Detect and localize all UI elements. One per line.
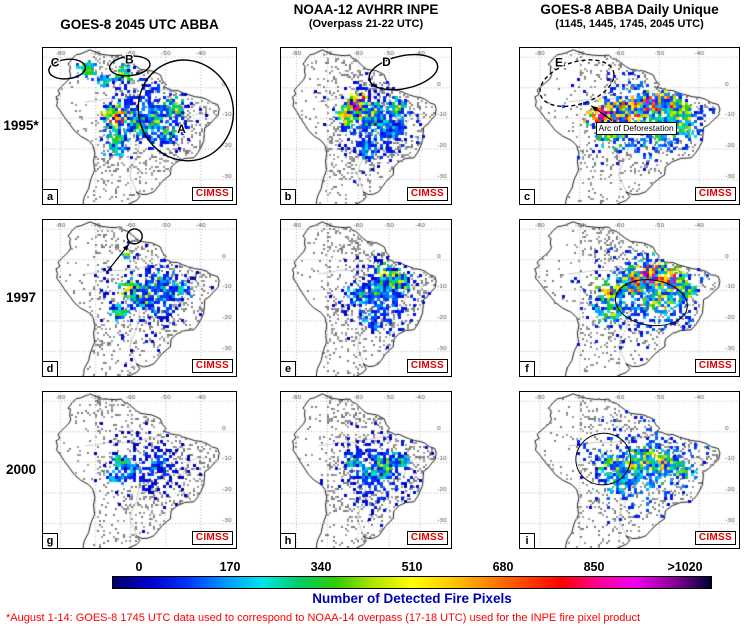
map-canvas-i <box>520 392 739 548</box>
panel-letter-c: c <box>520 189 535 204</box>
colorbar-tick-0: 0 <box>135 560 143 574</box>
cimss-badge: CIMSS <box>191 359 233 373</box>
cimss-badge: CIMSS <box>694 187 736 201</box>
map-panel-g: g CIMSS <box>42 391 237 549</box>
panel-letter-e: e <box>281 361 296 376</box>
row-label-2000: 2000 <box>5 462 37 477</box>
column-subtitle: (Overpass 21-22 UTC) <box>308 18 424 30</box>
column-header-goes-daily: GOES-8 ABBA Daily Unique (1145, 1445, 17… <box>519 2 740 46</box>
map-canvas-g <box>43 392 236 548</box>
column-subtitle: (1145, 1445, 1745, 2045 UTC) <box>555 18 704 30</box>
panel-letter-b: b <box>281 189 296 204</box>
arc-of-deforestation-label: Arc of Deforestation <box>595 122 677 136</box>
map-canvas-e <box>281 220 451 376</box>
cimss-badge: CIMSS <box>406 187 448 201</box>
cimss-badge: CIMSS <box>694 359 736 373</box>
column-title: GOES-8 2045 UTC ABBA <box>60 17 219 32</box>
row-label-1997: 1997 <box>5 290 37 305</box>
panel-letter-g: g <box>43 533 58 548</box>
column-title: GOES-8 ABBA Daily Unique <box>540 2 719 17</box>
map-canvas-b <box>281 48 451 204</box>
map-canvas-h <box>281 392 451 548</box>
colorbar-tick-4: 680 <box>492 560 514 574</box>
panel-letter-a: a <box>43 189 58 204</box>
column-header-goes-abba: GOES-8 2045 UTC ABBA <box>42 2 237 46</box>
footnote: *August 1-14: GOES-8 1745 UTC data used … <box>6 612 641 624</box>
panel-letter-f: f <box>520 361 535 376</box>
cimss-badge: CIMSS <box>191 187 233 201</box>
cimss-badge: CIMSS <box>406 531 448 545</box>
column-header-noaa-inpe: NOAA-12 AVHRR INPE (Overpass 21-22 UTC) <box>280 2 452 46</box>
colorbar-tick-3: 510 <box>401 560 423 574</box>
map-panel-h: h CIMSS <box>280 391 452 549</box>
cimss-badge: CIMSS <box>406 359 448 373</box>
map-canvas-d <box>43 220 236 376</box>
colorbar-tick-5: 850 <box>583 560 605 574</box>
row-label-1995: 1995* <box>3 118 39 133</box>
panel-letter-d: d <box>43 361 58 376</box>
map-panel-f: f CIMSS <box>519 219 740 377</box>
map-panel-d: d CIMSS <box>42 219 237 377</box>
colorbar-tick-2: 340 <box>310 560 332 574</box>
colorbar-tick-1: 170 <box>219 560 241 574</box>
column-title: NOAA-12 AVHRR INPE <box>293 2 439 17</box>
panel-letter-h: h <box>281 533 296 548</box>
map-panel-c: E Arc of Deforestation c CIMSS <box>519 47 740 205</box>
cimss-badge: CIMSS <box>694 531 736 545</box>
cimss-badge: CIMSS <box>191 531 233 545</box>
map-panel-e: e CIMSS <box>280 219 452 377</box>
colorbar-gradient <box>112 576 712 589</box>
map-canvas-a <box>43 48 236 204</box>
panel-letter-i: i <box>520 533 535 548</box>
colorbar-caption: Number of Detected Fire Pixels <box>312 591 512 606</box>
map-panel-i: i CIMSS <box>519 391 740 549</box>
map-canvas-f <box>520 220 739 376</box>
colorbar-tick-6: >1020 <box>667 560 703 574</box>
colorbar-ticks: 0 170 340 510 680 850 >1020 <box>112 560 712 574</box>
